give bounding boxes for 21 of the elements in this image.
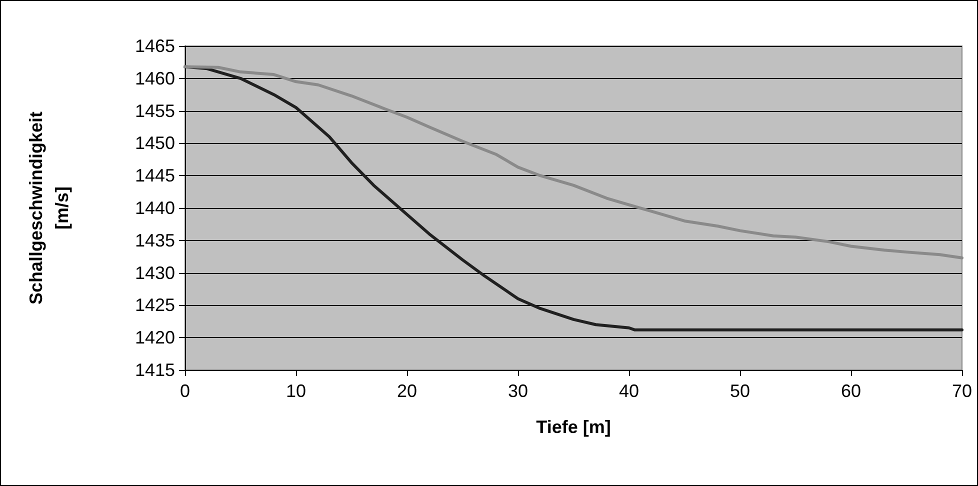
y-tick-label: 1440 [134,198,175,218]
y-tick-label: 1420 [134,328,175,348]
y-tick-label: 1430 [134,262,175,283]
x-tick-label: 30 [508,381,528,401]
x-tick-label: 60 [840,381,862,401]
y-tick-label: 1460 [134,68,175,88]
y-tick-label: 1445 [134,166,175,186]
x-axis-title: Tiefe [m] [536,417,611,437]
y-tick-label: 1465 [134,36,175,56]
y-tick-label: 1435 [134,230,175,250]
y-tick-label: 1455 [134,100,175,121]
x-tick-label: 0 [180,381,190,401]
x-tick-label: 50 [730,381,750,401]
x-tick-label: 70 [952,381,972,401]
y-tick-label: 1415 [134,360,175,380]
x-tick-label: 20 [396,381,418,401]
x-tick-label: 40 [618,381,640,401]
y-axis-title: Schallgeschwindigkeit [m/s] [26,111,72,305]
y-tick-label: 1450 [134,133,175,154]
y-tick-label: 1425 [134,295,175,316]
x-tick-label: 10 [286,381,306,401]
